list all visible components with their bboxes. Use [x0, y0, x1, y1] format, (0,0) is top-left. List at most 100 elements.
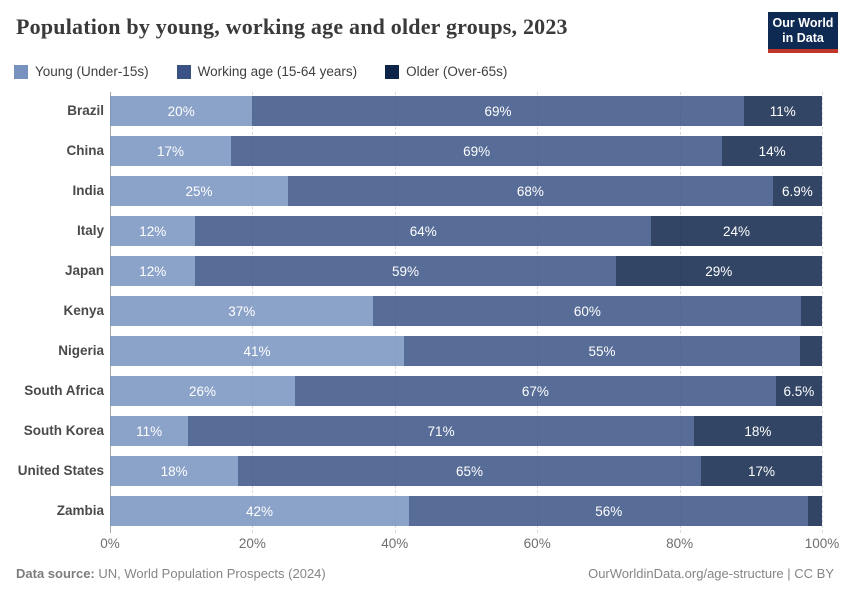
- bar-value-label: 18%: [744, 423, 772, 439]
- bar-value-label: 11%: [769, 103, 796, 119]
- country-labels-column: Brazil China India Italy Japan Kenya Nigeria So…: [0, 96, 104, 526]
- bar-value-label: 65%: [456, 463, 484, 479]
- bar-value-label: 55%: [588, 343, 616, 359]
- bar-segment[interactable]: 42%: [110, 496, 410, 526]
- bar-segment[interactable]: 17%: [110, 136, 232, 166]
- bar-segment[interactable]: 55%: [404, 336, 800, 366]
- bar-segment[interactable]: 12%: [110, 256, 196, 286]
- country-label[interactable]: Zambia: [56, 503, 104, 518]
- bar-segment[interactable]: 14%: [722, 136, 822, 166]
- country-label[interactable]: Japan: [64, 263, 104, 278]
- country-label[interactable]: United States: [17, 463, 104, 478]
- bar-value-label: 71%: [427, 423, 455, 439]
- bar-value-label: 25%: [185, 183, 213, 199]
- bar-row: 17% 69% 14%: [110, 136, 822, 166]
- data-source-note[interactable]: Data source: UN, World Population Prospe…: [16, 566, 326, 581]
- x-tick-label: 0%: [100, 536, 120, 551]
- bar-value-label: 69%: [484, 103, 512, 119]
- country-label[interactable]: China: [66, 143, 104, 158]
- bar-segment[interactable]: [799, 336, 822, 366]
- bar-row: 20% 69% 11%: [110, 96, 822, 126]
- bar-segment[interactable]: 69%: [231, 136, 723, 166]
- bar-value-label: 60%: [573, 303, 601, 319]
- bar-segment[interactable]: 11%: [110, 416, 189, 446]
- bar-value-label: 6.9%: [782, 183, 813, 199]
- bar-segment[interactable]: 20%: [110, 96, 253, 126]
- bar-value-label: 14%: [758, 143, 786, 159]
- bar-value-label: 69%: [463, 143, 491, 159]
- bar-row: 41% 55%: [110, 336, 822, 366]
- bar-segment[interactable]: [801, 296, 822, 326]
- legend-swatch-icon: [385, 64, 400, 79]
- bar-segment[interactable]: [808, 496, 822, 526]
- bar-segment[interactable]: 25%: [110, 176, 288, 206]
- bar-value-label: 42%: [246, 503, 274, 519]
- bar-segment[interactable]: 29%: [615, 256, 822, 286]
- country-label[interactable]: India: [72, 183, 104, 198]
- x-tick-label: 20%: [238, 536, 266, 551]
- country-label[interactable]: Nigeria: [58, 343, 104, 358]
- legend-item[interactable]: Young (Under-15s): [14, 64, 149, 79]
- bar-rows: 20% 69% 11% 17% 69% 14% 25% 68% 6.9% 12% 64% 24% 12%…: [110, 96, 822, 526]
- country-label[interactable]: South Africa: [24, 383, 104, 398]
- legend-label: Older (Over-65s): [406, 64, 508, 79]
- bar-segment[interactable]: 65%: [238, 456, 701, 486]
- bar-row: 26% 67% 6.5%: [110, 376, 822, 406]
- bar-segment[interactable]: 56%: [409, 496, 809, 526]
- credit-link[interactable]: OurWorldinData.org/age-structure | CC BY: [588, 566, 834, 581]
- country-label[interactable]: South Korea: [23, 423, 104, 438]
- bar-segment[interactable]: 6.5%: [775, 376, 822, 406]
- bar-row: 12% 59% 29%: [110, 256, 822, 286]
- x-tick-label: 40%: [381, 536, 409, 551]
- bar-value-label: 41%: [243, 343, 271, 359]
- bar-segment[interactable]: 37%: [110, 296, 374, 326]
- bar-segment[interactable]: 12%: [110, 216, 196, 246]
- country-label[interactable]: Brazil: [67, 103, 104, 118]
- bar-value-label: 24%: [723, 223, 751, 239]
- x-tick-label: 60%: [523, 536, 551, 551]
- bar-value-label: 12%: [139, 223, 167, 239]
- bar-value-label: 17%: [747, 463, 775, 479]
- bar-segment[interactable]: 24%: [651, 216, 822, 246]
- country-label[interactable]: Italy: [76, 223, 104, 238]
- bar-row: 11% 71% 18%: [110, 416, 822, 446]
- footer: Data source: UN, World Population Prospe…: [16, 566, 834, 581]
- data-source-text: UN, World Population Prospects (2024): [94, 566, 326, 581]
- bar-segment[interactable]: 18%: [110, 456, 239, 486]
- bar-value-label: 18%: [160, 463, 188, 479]
- bar-row: 37% 60%: [110, 296, 822, 326]
- bar-value-label: 68%: [516, 183, 544, 199]
- country-label[interactable]: Kenya: [63, 303, 104, 318]
- bar-segment[interactable]: 41%: [110, 336, 405, 366]
- bar-value-label: 29%: [705, 263, 733, 279]
- data-source-label: Data source:: [16, 566, 95, 581]
- bar-segment[interactable]: 6.9%: [772, 176, 822, 206]
- x-tick-label: 100%: [804, 536, 840, 551]
- plot-area: 0% 20% 40% 60% 80% 100% 20% 69% 11% 17% 69% 14% 25% 6…: [100, 92, 839, 551]
- bar-value-label: 12%: [139, 263, 167, 279]
- bar-row: 42% 56%: [110, 496, 822, 526]
- bar-segment[interactable]: 11%: [743, 96, 822, 126]
- legend-swatch-icon: [14, 64, 28, 79]
- bar-segment[interactable]: 60%: [373, 296, 802, 326]
- legend-label: Young (Under-15s): [35, 64, 149, 79]
- owid-logo-accent-strip: [768, 49, 838, 53]
- bar-segment[interactable]: 69%: [252, 96, 744, 126]
- bar-row: 25% 68% 6.9%: [110, 176, 822, 206]
- bar-value-label: 67%: [521, 383, 549, 399]
- bar-segment[interactable]: 68%: [288, 176, 773, 206]
- bar-segment[interactable]: 71%: [188, 416, 694, 446]
- legend-item[interactable]: Working age (15-64 years): [176, 64, 357, 79]
- bar-value-label: 6.5%: [783, 383, 815, 399]
- owid-logo-line1: Our World: [772, 15, 834, 30]
- bar-segment[interactable]: 59%: [195, 256, 616, 286]
- bar-segment[interactable]: 18%: [693, 416, 822, 446]
- bar-segment[interactable]: 26%: [110, 376, 296, 406]
- legend-item[interactable]: Older (Over-65s): [385, 64, 507, 79]
- bar-segment[interactable]: 67%: [295, 376, 776, 406]
- legend: Young (Under-15s) Working age (15-64 year…: [14, 64, 507, 79]
- bar-segment[interactable]: 17%: [700, 456, 822, 486]
- x-tick-label: 80%: [666, 536, 694, 551]
- bar-segment[interactable]: 64%: [195, 216, 652, 246]
